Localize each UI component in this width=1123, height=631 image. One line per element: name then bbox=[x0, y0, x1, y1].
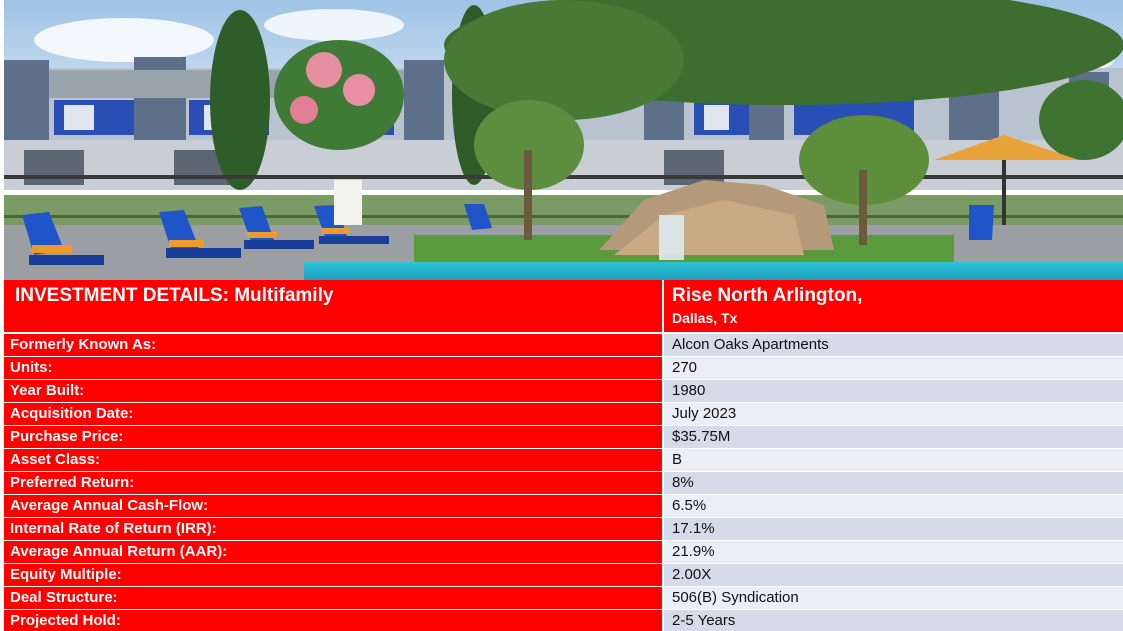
row-label: Purchase Price: bbox=[4, 426, 664, 448]
table-header: INVESTMENT DETAILS: Multifamily Rise Nor… bbox=[4, 280, 1123, 334]
table-row: Acquisition Date: July 2023 bbox=[4, 403, 1123, 426]
table-row: Preferred Return: 8% bbox=[4, 472, 1123, 495]
investment-details-table: INVESTMENT DETAILS: Multifamily Rise Nor… bbox=[4, 280, 1123, 631]
row-value: B bbox=[664, 449, 1123, 471]
table-row: Formerly Known As: Alcon Oaks Apartments bbox=[4, 334, 1123, 357]
property-heading: Rise North Arlington, Dallas, Tx bbox=[664, 280, 1123, 332]
row-label: Deal Structure: bbox=[4, 587, 664, 609]
row-label: Year Built: bbox=[4, 380, 664, 402]
table-row: Purchase Price: $35.75M bbox=[4, 426, 1123, 449]
apartment-pool-image bbox=[4, 0, 1123, 280]
property-name: Rise North Arlington, bbox=[672, 285, 863, 306]
row-label: Units: bbox=[4, 357, 664, 379]
table-title: INVESTMENT DETAILS: Multifamily bbox=[4, 280, 664, 332]
row-label: Projected Hold: bbox=[4, 610, 664, 631]
detail-rows: Formerly Known As: Alcon Oaks Apartments… bbox=[4, 334, 1123, 631]
row-value: 506(B) Syndication bbox=[664, 587, 1123, 609]
row-value: 2.00X bbox=[664, 564, 1123, 586]
row-label: Average Annual Return (AAR): bbox=[4, 541, 664, 563]
table-row: Projected Hold: 2-5 Years bbox=[4, 610, 1123, 631]
row-value: Alcon Oaks Apartments bbox=[664, 334, 1123, 356]
row-label: Formerly Known As: bbox=[4, 334, 664, 356]
row-value: July 2023 bbox=[664, 403, 1123, 425]
row-label: Preferred Return: bbox=[4, 472, 664, 494]
row-value: 21.9% bbox=[664, 541, 1123, 563]
table-row: Average Annual Cash-Flow: 6.5% bbox=[4, 495, 1123, 518]
row-value: 8% bbox=[664, 472, 1123, 494]
row-value: 1980 bbox=[664, 380, 1123, 402]
row-label: Average Annual Cash-Flow: bbox=[4, 495, 664, 517]
table-row: Deal Structure: 506(B) Syndication bbox=[4, 587, 1123, 610]
row-value: $35.75M bbox=[664, 426, 1123, 448]
table-row: Internal Rate of Return (IRR): 17.1% bbox=[4, 518, 1123, 541]
table-row: Year Built: 1980 bbox=[4, 380, 1123, 403]
property-location: Dallas, Tx bbox=[672, 310, 738, 326]
row-value: 6.5% bbox=[664, 495, 1123, 517]
table-row: Equity Multiple: 2.00X bbox=[4, 564, 1123, 587]
row-label: Internal Rate of Return (IRR): bbox=[4, 518, 664, 540]
table-row: Asset Class: B bbox=[4, 449, 1123, 472]
table-row: Average Annual Return (AAR): 21.9% bbox=[4, 541, 1123, 564]
property-photo bbox=[4, 0, 1123, 280]
row-label: Asset Class: bbox=[4, 449, 664, 471]
row-label: Equity Multiple: bbox=[4, 564, 664, 586]
row-value: 17.1% bbox=[664, 518, 1123, 540]
row-value: 2-5 Years bbox=[664, 610, 1123, 631]
row-label: Acquisition Date: bbox=[4, 403, 664, 425]
table-row: Units: 270 bbox=[4, 357, 1123, 380]
row-value: 270 bbox=[664, 357, 1123, 379]
